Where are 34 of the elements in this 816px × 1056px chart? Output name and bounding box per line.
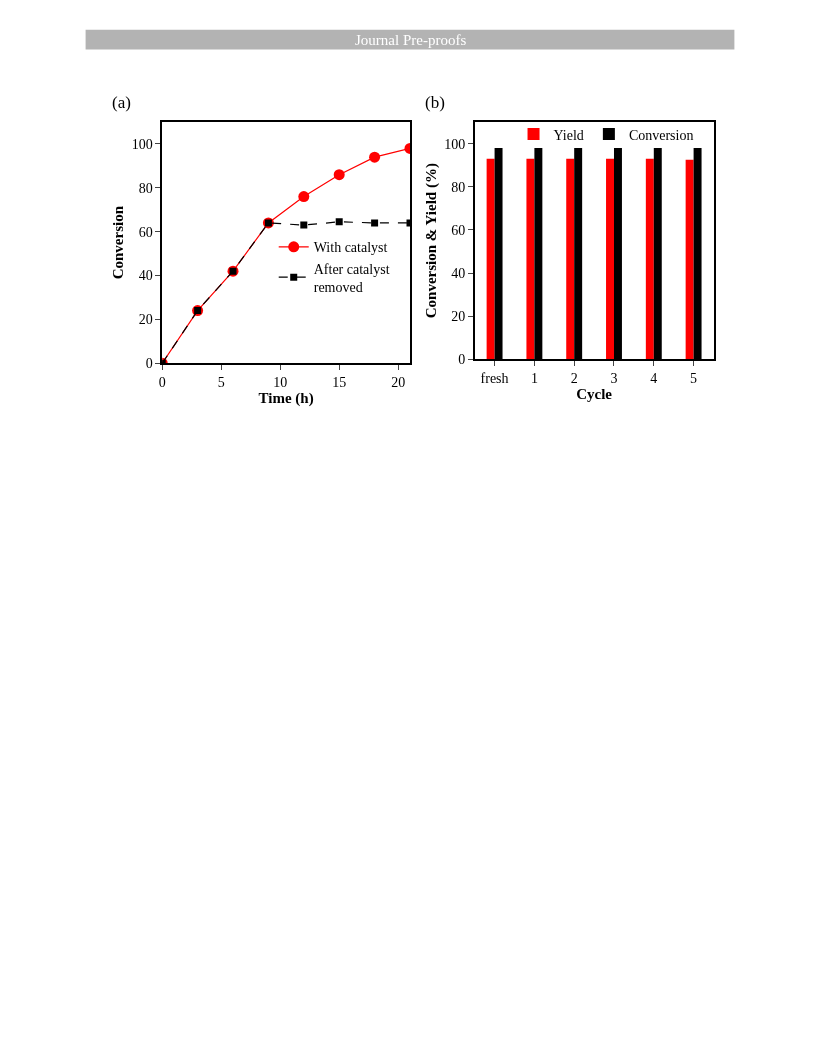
x-tick-label: fresh — [480, 370, 509, 386]
y-tick-label: 20 — [451, 309, 466, 325]
x-tick-label: 5 — [217, 374, 225, 390]
legend-label: Conversion — [628, 127, 694, 143]
x-tick-label: 3 — [610, 370, 618, 386]
legend-label: Yield — [553, 127, 584, 143]
x-tick-label: 4 — [650, 370, 658, 386]
y-tick-label: 40 — [138, 268, 153, 284]
x-tick-label: 5 — [690, 370, 698, 386]
x-axis-title: Cycle — [576, 385, 613, 402]
x-tick-label: 0 — [158, 374, 166, 390]
y-axis-title: Conversion & Yield (%) — [422, 163, 440, 319]
y-tick-label: 0 — [458, 352, 466, 368]
x-tick-label: 1 — [530, 370, 538, 386]
y-tick-label: 0 — [145, 356, 153, 372]
x-tick-label: 2 — [570, 370, 578, 386]
legend-label: With catalyst — [313, 240, 388, 256]
y-tick-label: 20 — [138, 312, 153, 328]
text: Journal Pre-proofs — [355, 32, 467, 48]
y-tick-label: 60 — [451, 222, 466, 238]
chart-title: (a) — [112, 93, 131, 112]
chart-title: (b) — [425, 93, 445, 112]
x-tick-label: 10 — [273, 374, 288, 390]
y-tick-label: 100 — [444, 136, 466, 152]
y-tick-label: 80 — [138, 180, 153, 196]
x-tick-label: 15 — [332, 374, 347, 390]
y-tick-label: 60 — [138, 224, 153, 240]
y-tick-label: 40 — [451, 265, 466, 281]
y-axis-title: Conversion — [110, 205, 127, 280]
x-axis-title: Time (h) — [258, 389, 314, 407]
y-tick-label: 80 — [451, 179, 466, 195]
y-tick-label: 100 — [131, 136, 153, 152]
x-tick-label: 20 — [391, 374, 406, 390]
legend-label: After catalyst removed — [313, 261, 390, 295]
